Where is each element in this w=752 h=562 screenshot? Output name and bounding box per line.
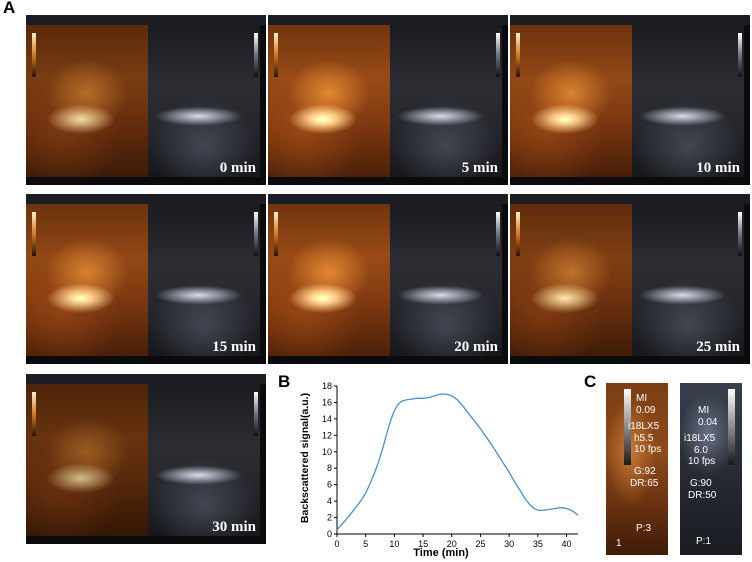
y-tick-label: 2 [327, 513, 332, 523]
time-intensity-chart: 0 5 10 15 20 25 30 35 40 0 2 4 6 8 10 12 14 16 18 Time (mi… [299, 381, 579, 559]
y-axis-label: Backscattered signal(a.u.) [299, 393, 311, 523]
contrast-mode-image [510, 25, 632, 177]
dynamic-range-label: DR:65 [630, 478, 659, 489]
ultrasound-tile-25: 25 min [510, 194, 750, 364]
contrast-mode-image [510, 204, 632, 356]
contrast-mode-image [26, 25, 148, 177]
y-tick-label: 8 [327, 463, 332, 473]
y-tick-label: 6 [327, 480, 332, 490]
bmode-image [632, 204, 744, 356]
contrast-scale-bar [516, 33, 520, 77]
contrast-scale-bar [274, 212, 278, 256]
tile-header [26, 194, 266, 204]
bmode-image [148, 384, 260, 536]
y-tick-label: 14 [322, 414, 332, 424]
panel-label-c: C [584, 372, 597, 391]
time-label: 15 min [212, 339, 256, 355]
contrast-mode-image [26, 384, 148, 536]
tile-header [510, 194, 750, 204]
contrast-scale-bar [624, 389, 631, 465]
probe-label: i18LX5 [684, 433, 716, 444]
contrast-scale-bar [32, 212, 36, 256]
contrast-mode-image [268, 204, 390, 356]
bmode-image [390, 204, 502, 356]
ultrasound-tile-30: 30 min [26, 374, 266, 544]
x-tick-label: 5 [363, 539, 368, 549]
chart-axes: 0 5 10 15 20 25 30 35 40 0 2 4 6 8 10 12 14 16 18 [322, 381, 578, 549]
x-tick-label: 25 [475, 539, 485, 549]
bmode-enlarged-panel: MI 0.04 i18LX5 6.0 10 fps G:90 DR:50 P:1 [680, 383, 742, 555]
time-label: 20 min [454, 339, 498, 355]
focus-marker: 1 [616, 538, 622, 549]
tile-header [26, 374, 266, 384]
tile-header [26, 15, 266, 25]
x-tick-label: 10 [389, 539, 399, 549]
bmode-scale-bar [254, 392, 258, 436]
x-tick-label: 35 [533, 539, 543, 549]
frequency-label: h5.5 [634, 433, 654, 444]
panel-label-a: A [3, 0, 16, 17]
contrast-enlarged-panel: MI 0.09 i18LX5 h5.5 10 fps G:92 DR:65 P:… [606, 383, 668, 555]
bmode-image [632, 25, 744, 177]
bmode-scale-bar [728, 389, 735, 465]
bmode-scale-bar [254, 33, 258, 77]
bmode-scale-bar [496, 212, 500, 256]
gain-label: G:92 [634, 466, 656, 477]
y-tick-label: 16 [322, 397, 332, 407]
dynamic-range-label: DR:50 [688, 490, 717, 501]
time-label: 10 min [696, 160, 740, 176]
y-tick-label: 10 [322, 447, 332, 457]
fps-label: 10 fps [634, 444, 662, 455]
x-tick-label: 40 [562, 539, 572, 549]
bmode-scale-bar [496, 33, 500, 77]
tile-header [268, 15, 508, 25]
y-tick-label: 18 [322, 381, 332, 391]
power-label: P:1 [696, 536, 712, 547]
time-label: 5 min [461, 160, 498, 176]
bmode-image [148, 204, 260, 356]
mi-label: MI [636, 393, 648, 404]
y-tick-label: 12 [322, 430, 332, 440]
tile-header [268, 194, 508, 204]
ultrasound-tile-0: 0 min [26, 15, 266, 185]
x-tick-label: 0 [334, 539, 339, 549]
contrast-scale-bar [32, 33, 36, 77]
x-tick-label: 15 [418, 539, 428, 549]
bmode-scale-bar [738, 212, 742, 256]
contrast-scale-bar [274, 33, 278, 77]
bmode-scale-bar [738, 33, 742, 77]
fps-label: 10 fps [688, 456, 716, 467]
gain-label: G:90 [690, 478, 712, 489]
y-tick-label: 0 [327, 529, 332, 539]
series-line [336, 393, 579, 531]
contrast-mode-image [268, 25, 390, 177]
bmode-image [390, 25, 502, 177]
x-tick-label: 30 [504, 539, 514, 549]
ultrasound-tile-5: 5 min [268, 15, 508, 185]
mi-value: 0.04 [698, 417, 718, 428]
ultrasound-tile-20: 20 min [268, 194, 508, 364]
power-label: P:3 [636, 523, 652, 534]
time-label: 0 min [219, 160, 256, 176]
mi-label: MI [698, 405, 710, 416]
bmode-scale-bar [254, 212, 258, 256]
y-tick-label: 4 [327, 496, 332, 506]
frequency-label: 6.0 [694, 445, 708, 456]
probe-label: i18LX5 [628, 421, 660, 432]
bmode-image [148, 25, 260, 177]
mi-value: 0.09 [636, 405, 656, 416]
panel-label-b: B [278, 372, 291, 391]
ultrasound-tile-15: 15 min [26, 194, 266, 364]
contrast-scale-bar [516, 212, 520, 256]
x-tick-label: 20 [447, 539, 457, 549]
tile-header [510, 15, 750, 25]
time-label: 25 min [696, 339, 740, 355]
contrast-mode-image [26, 204, 148, 356]
time-label: 30 min [212, 519, 256, 535]
contrast-scale-bar [32, 392, 36, 436]
ultrasound-tile-10: 10 min [510, 15, 750, 185]
x-axis-label: Time (min) [413, 547, 469, 559]
